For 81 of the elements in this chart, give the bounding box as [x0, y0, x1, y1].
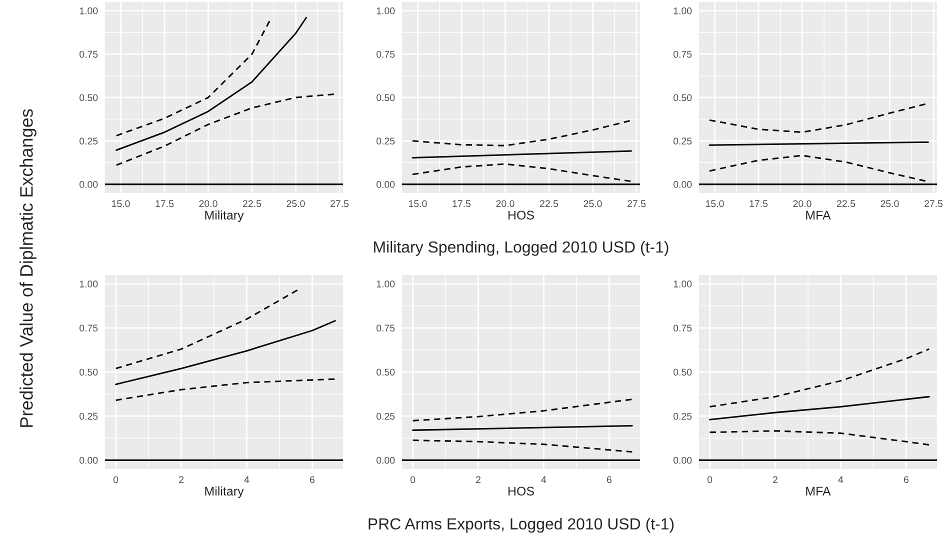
line-series: [412, 439, 633, 453]
y-tick-label: 1.00: [80, 7, 98, 14]
x-axis-title: HOS: [508, 486, 534, 496]
y-tick-label: 0.75: [674, 324, 692, 332]
y-tick-label: 0.75: [80, 324, 98, 332]
x-tick-label: 0: [707, 476, 712, 484]
x-tick-label: 17.5: [452, 200, 471, 208]
y-tick-label: 0.25: [674, 412, 692, 420]
x-tick-label: 27.5: [628, 200, 646, 208]
y-tick-label: 0.75: [376, 324, 395, 332]
x-axis-title: MFA: [806, 486, 831, 496]
x-tick-label: 6: [310, 476, 315, 484]
y-tick-label: 0.25: [80, 138, 98, 145]
line-series: [412, 398, 633, 422]
y-tick-label: 0.00: [80, 181, 98, 188]
x-tick-label: 25.0: [286, 200, 305, 208]
y-tick-label: 0.25: [674, 138, 692, 145]
y-tick-label: 1.00: [376, 280, 395, 288]
y-tick-label: 0.25: [80, 412, 98, 420]
x-tick-label: 17.5: [750, 200, 768, 208]
x-tick-label: 25.0: [880, 200, 899, 208]
y-tick-label: 0.00: [674, 456, 692, 464]
y-tick-label: 0.75: [80, 50, 98, 58]
x-axis-title: HOS: [508, 210, 534, 220]
x-tick-label: 22.5: [837, 200, 856, 208]
x-tick-label: 27.5: [330, 200, 349, 208]
line-series: [709, 348, 930, 408]
x-tick-label: 22.5: [243, 200, 262, 208]
y-tick-label: 1.00: [674, 7, 692, 14]
line-series: [709, 396, 930, 420]
y-tick-label: 1.00: [80, 280, 98, 288]
line-series: [116, 20, 270, 136]
x-tick-label: 2: [773, 476, 778, 483]
line-series: [412, 120, 632, 146]
x-tick-label: 15.0: [409, 200, 427, 208]
x-tick-label: 2: [179, 476, 184, 483]
x-tick-label: 6: [904, 476, 909, 484]
line-series: [116, 16, 308, 151]
y-tick-label: 1.00: [674, 280, 692, 288]
y-tick-label: 0.50: [80, 94, 98, 102]
x-tick-label: 20.0: [199, 200, 218, 208]
x-tick-label: 0: [113, 476, 118, 484]
line-series: [116, 93, 337, 166]
x-tick-label: 17.5: [156, 200, 174, 208]
x-axis-title: Military: [205, 486, 244, 498]
y-tick-label: 1.00: [376, 7, 395, 14]
line-series: [115, 378, 336, 401]
y-tick-label: 0.50: [674, 368, 692, 376]
line-series: [115, 288, 300, 370]
y-tick-label: 0.00: [674, 181, 692, 188]
x-tick-label: 20.0: [496, 200, 514, 208]
y-tick-label: 0.50: [674, 94, 692, 102]
y-tick-label: 0.00: [80, 456, 98, 464]
text: Military Spending, Logged 2010 USD (t-1): [374, 240, 668, 256]
y-tick-label: 0.50: [376, 94, 395, 102]
x-tick-label: 22.5: [540, 200, 558, 208]
x-axis-title: MFA: [806, 210, 831, 220]
x-tick-label: 0: [410, 476, 416, 484]
x-tick-label: 27.5: [924, 200, 943, 208]
line-series: [709, 430, 930, 446]
x-tick-label: 2: [476, 476, 480, 483]
text: PRC Arms Exports, Logged 2010 USD (t-1): [368, 518, 674, 533]
x-tick-label: 15.0: [112, 200, 130, 208]
y-tick-label: 0.25: [376, 138, 395, 145]
y-tick-label: 0.00: [376, 456, 395, 464]
y-tick-label: 0.75: [376, 50, 395, 58]
x-tick-label: 4: [838, 476, 844, 483]
y-axis-title: Predicted Value of Diplmatic Exchanges: [20, 109, 36, 427]
y-tick-label: 0.75: [674, 50, 692, 58]
x-tick-label: 25.0: [584, 200, 602, 208]
line-series: [115, 320, 336, 386]
x-tick-label: 15.0: [706, 200, 724, 208]
y-tick-label: 0.00: [376, 181, 395, 188]
y-tick-label: 0.50: [80, 368, 98, 376]
x-tick-label: 4: [541, 476, 546, 483]
x-axis-title: Military: [205, 210, 244, 222]
y-tick-label: 0.50: [376, 368, 395, 376]
x-tick-label: 20.0: [793, 200, 812, 208]
x-tick-label: 4: [244, 476, 250, 483]
y-tick-label: 0.25: [376, 412, 395, 420]
x-tick-label: 6: [607, 476, 612, 484]
